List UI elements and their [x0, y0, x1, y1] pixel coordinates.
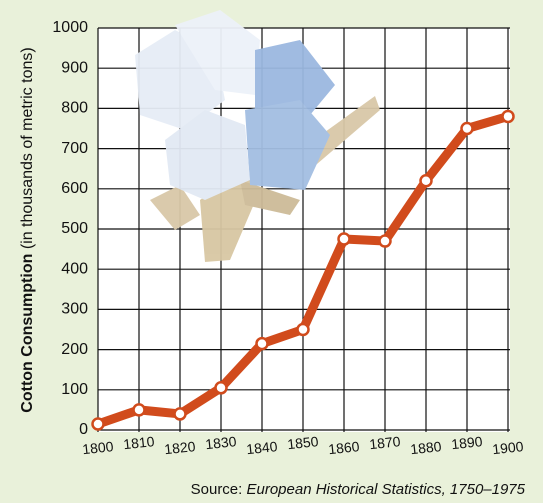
- x-tick-label: 1810: [123, 433, 156, 452]
- data-point: [298, 324, 309, 335]
- y-tick-label: 600: [61, 180, 88, 197]
- x-tick-label: 1870: [369, 433, 402, 452]
- y-tick-label: 1000: [52, 19, 88, 36]
- data-point: [462, 123, 473, 134]
- page: {"chart_data": {"type": "line", "ylabel"…: [0, 0, 543, 503]
- x-tick-label: 1830: [205, 433, 238, 452]
- x-tick-label: 1880: [410, 438, 443, 457]
- x-tick-label: 1850: [287, 433, 320, 452]
- data-point: [339, 234, 350, 245]
- y-tick-label: 200: [61, 341, 88, 358]
- y-tick-label: 500: [61, 220, 88, 237]
- data-point: [380, 236, 391, 247]
- y-tick-label: 900: [61, 59, 88, 76]
- x-tick-label: 1800: [82, 438, 115, 457]
- y-tick-label: 100: [61, 381, 88, 398]
- data-point: [216, 382, 227, 393]
- source-label: Source:: [191, 481, 243, 498]
- data-point: [175, 408, 186, 419]
- y-axis-label-main: Cotton Consumption: [19, 254, 36, 413]
- y-tick-label: 300: [61, 301, 88, 318]
- source-text: European Historical Statistics, 1750–197…: [247, 481, 526, 498]
- x-tick-label: 1860: [328, 438, 361, 457]
- data-point: [503, 111, 514, 122]
- x-tick-label: 1840: [246, 438, 279, 457]
- x-tick-label: 1900: [492, 438, 525, 457]
- data-point: [93, 418, 104, 429]
- data-point: [134, 404, 145, 415]
- y-axis-label: Cotton Consumption (in thousands of metr…: [19, 47, 36, 412]
- source-note: Source: European Historical Statistics, …: [191, 481, 526, 498]
- y-axis-label-unit: (in thousands of metric tons): [19, 47, 36, 249]
- y-tick-label: 700: [61, 140, 88, 157]
- y-tick-label: 800: [61, 100, 88, 117]
- chart: Cotton Consumption (in thousands of metr…: [0, 0, 543, 503]
- data-point: [257, 338, 268, 349]
- data-point: [421, 175, 432, 186]
- x-tick-label: 1890: [451, 433, 484, 452]
- x-tick-label: 1820: [164, 438, 197, 457]
- y-tick-label: 0: [79, 421, 88, 438]
- y-tick-label: 400: [61, 260, 88, 277]
